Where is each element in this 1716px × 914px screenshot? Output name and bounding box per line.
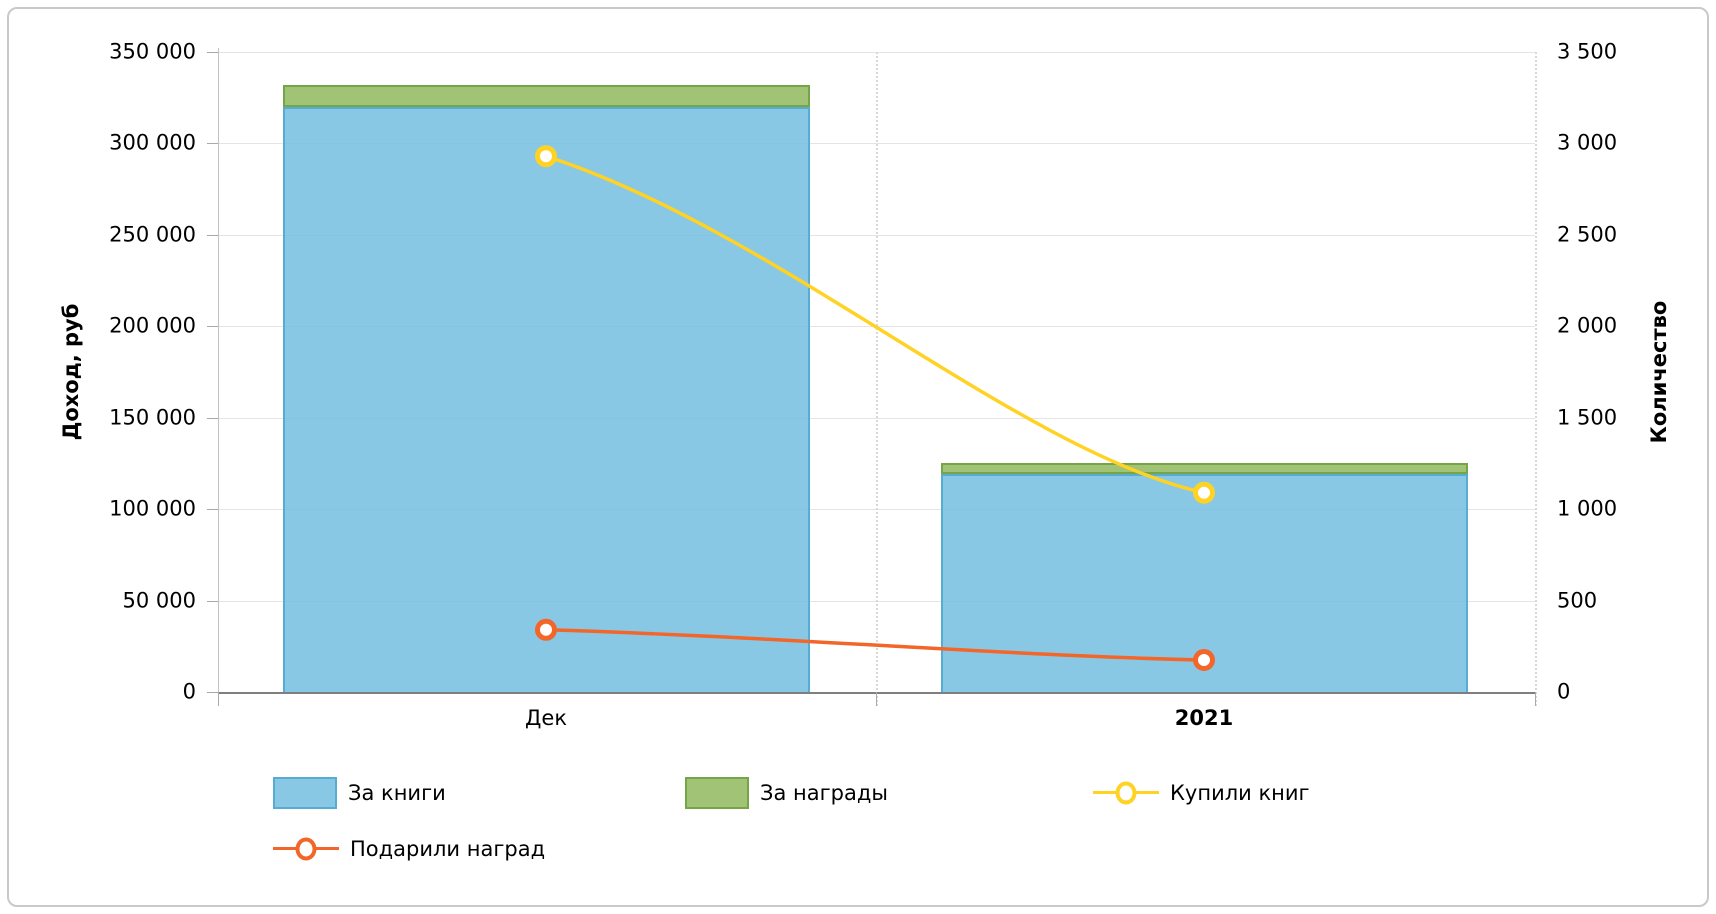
bar-za-knigi-2021[interactable]	[940, 474, 1468, 692]
legend-item-podarili-nagrad[interactable]: Подарили наград	[273, 832, 545, 866]
left-axis-tick-label: 0	[182, 679, 196, 704]
right-axis-tick-label: 2 000	[1557, 313, 1618, 338]
left-axis-tick-label: 300 000	[109, 130, 196, 155]
right-axis-line	[1535, 52, 1537, 706]
left-axis-tick-label: 150 000	[109, 405, 196, 430]
category-separator-line	[876, 52, 878, 706]
legend-label-za-nagrady: За награды	[760, 781, 888, 805]
right-axis-tick-label: 1 000	[1557, 496, 1618, 521]
right-axis-tick-label: 3 000	[1557, 130, 1618, 155]
bar-za-nagrady-2021[interactable]	[940, 463, 1468, 475]
left-axis-tick	[207, 52, 218, 53]
left-axis-tick	[207, 600, 218, 602]
right-axis-tick-label: 3 500	[1557, 39, 1618, 64]
x-label-2021: 2021	[1174, 706, 1234, 730]
legend-item-kupili-knig[interactable]: Купили книг	[1093, 776, 1310, 810]
left-axis-line	[218, 48, 219, 706]
left-axis-tick	[207, 417, 218, 419]
right-axis-title: Количество	[1647, 300, 1671, 444]
legend-line-marker-kupili-knig	[1093, 776, 1159, 810]
legend-item-za-nagrady[interactable]: За награды	[685, 776, 888, 810]
right-axis-tick-label: 500	[1557, 588, 1598, 613]
right-axis-tick-label: 2 500	[1557, 222, 1618, 247]
x-axis-tick	[876, 692, 877, 706]
legend-label-kupili-knig: Купили книг	[1170, 781, 1310, 805]
legend-line-marker-podarili-nagrad	[273, 832, 339, 866]
left-axis-tick	[207, 509, 218, 511]
legend-label-podarili-nagrad: Подарили наград	[350, 837, 546, 861]
x-axis-tick	[218, 692, 219, 706]
left-axis-tick-label: 250 000	[109, 222, 196, 247]
x-label-dek: Дек	[524, 706, 568, 730]
left-axis-tick-label: 200 000	[109, 313, 196, 338]
left-axis-tick-label: 100 000	[109, 496, 196, 521]
left-axis-tick	[207, 234, 218, 236]
right-axis-tick-label: 0	[1557, 679, 1571, 704]
legend-swatch-za-nagrady	[685, 777, 749, 809]
legend-swatch-za-knigi	[273, 777, 337, 809]
left-axis-tick	[207, 326, 218, 328]
right-axis-tick-label: 1 500	[1557, 405, 1618, 430]
bar-za-knigi-dek[interactable]	[282, 106, 810, 692]
bar-za-nagrady-dek[interactable]	[282, 84, 810, 107]
left-axis-title: Доход, руб	[59, 303, 83, 441]
legend-label-za-knigi: За книги	[348, 781, 446, 805]
left-axis-tick-label: 350 000	[109, 39, 196, 64]
left-axis-tick-label: 50 000	[122, 588, 196, 613]
x-axis-tick	[1535, 692, 1536, 706]
left-axis-tick	[207, 692, 218, 693]
legend-item-za-knigi[interactable]: За книги	[273, 776, 446, 810]
left-axis-tick	[207, 143, 218, 145]
